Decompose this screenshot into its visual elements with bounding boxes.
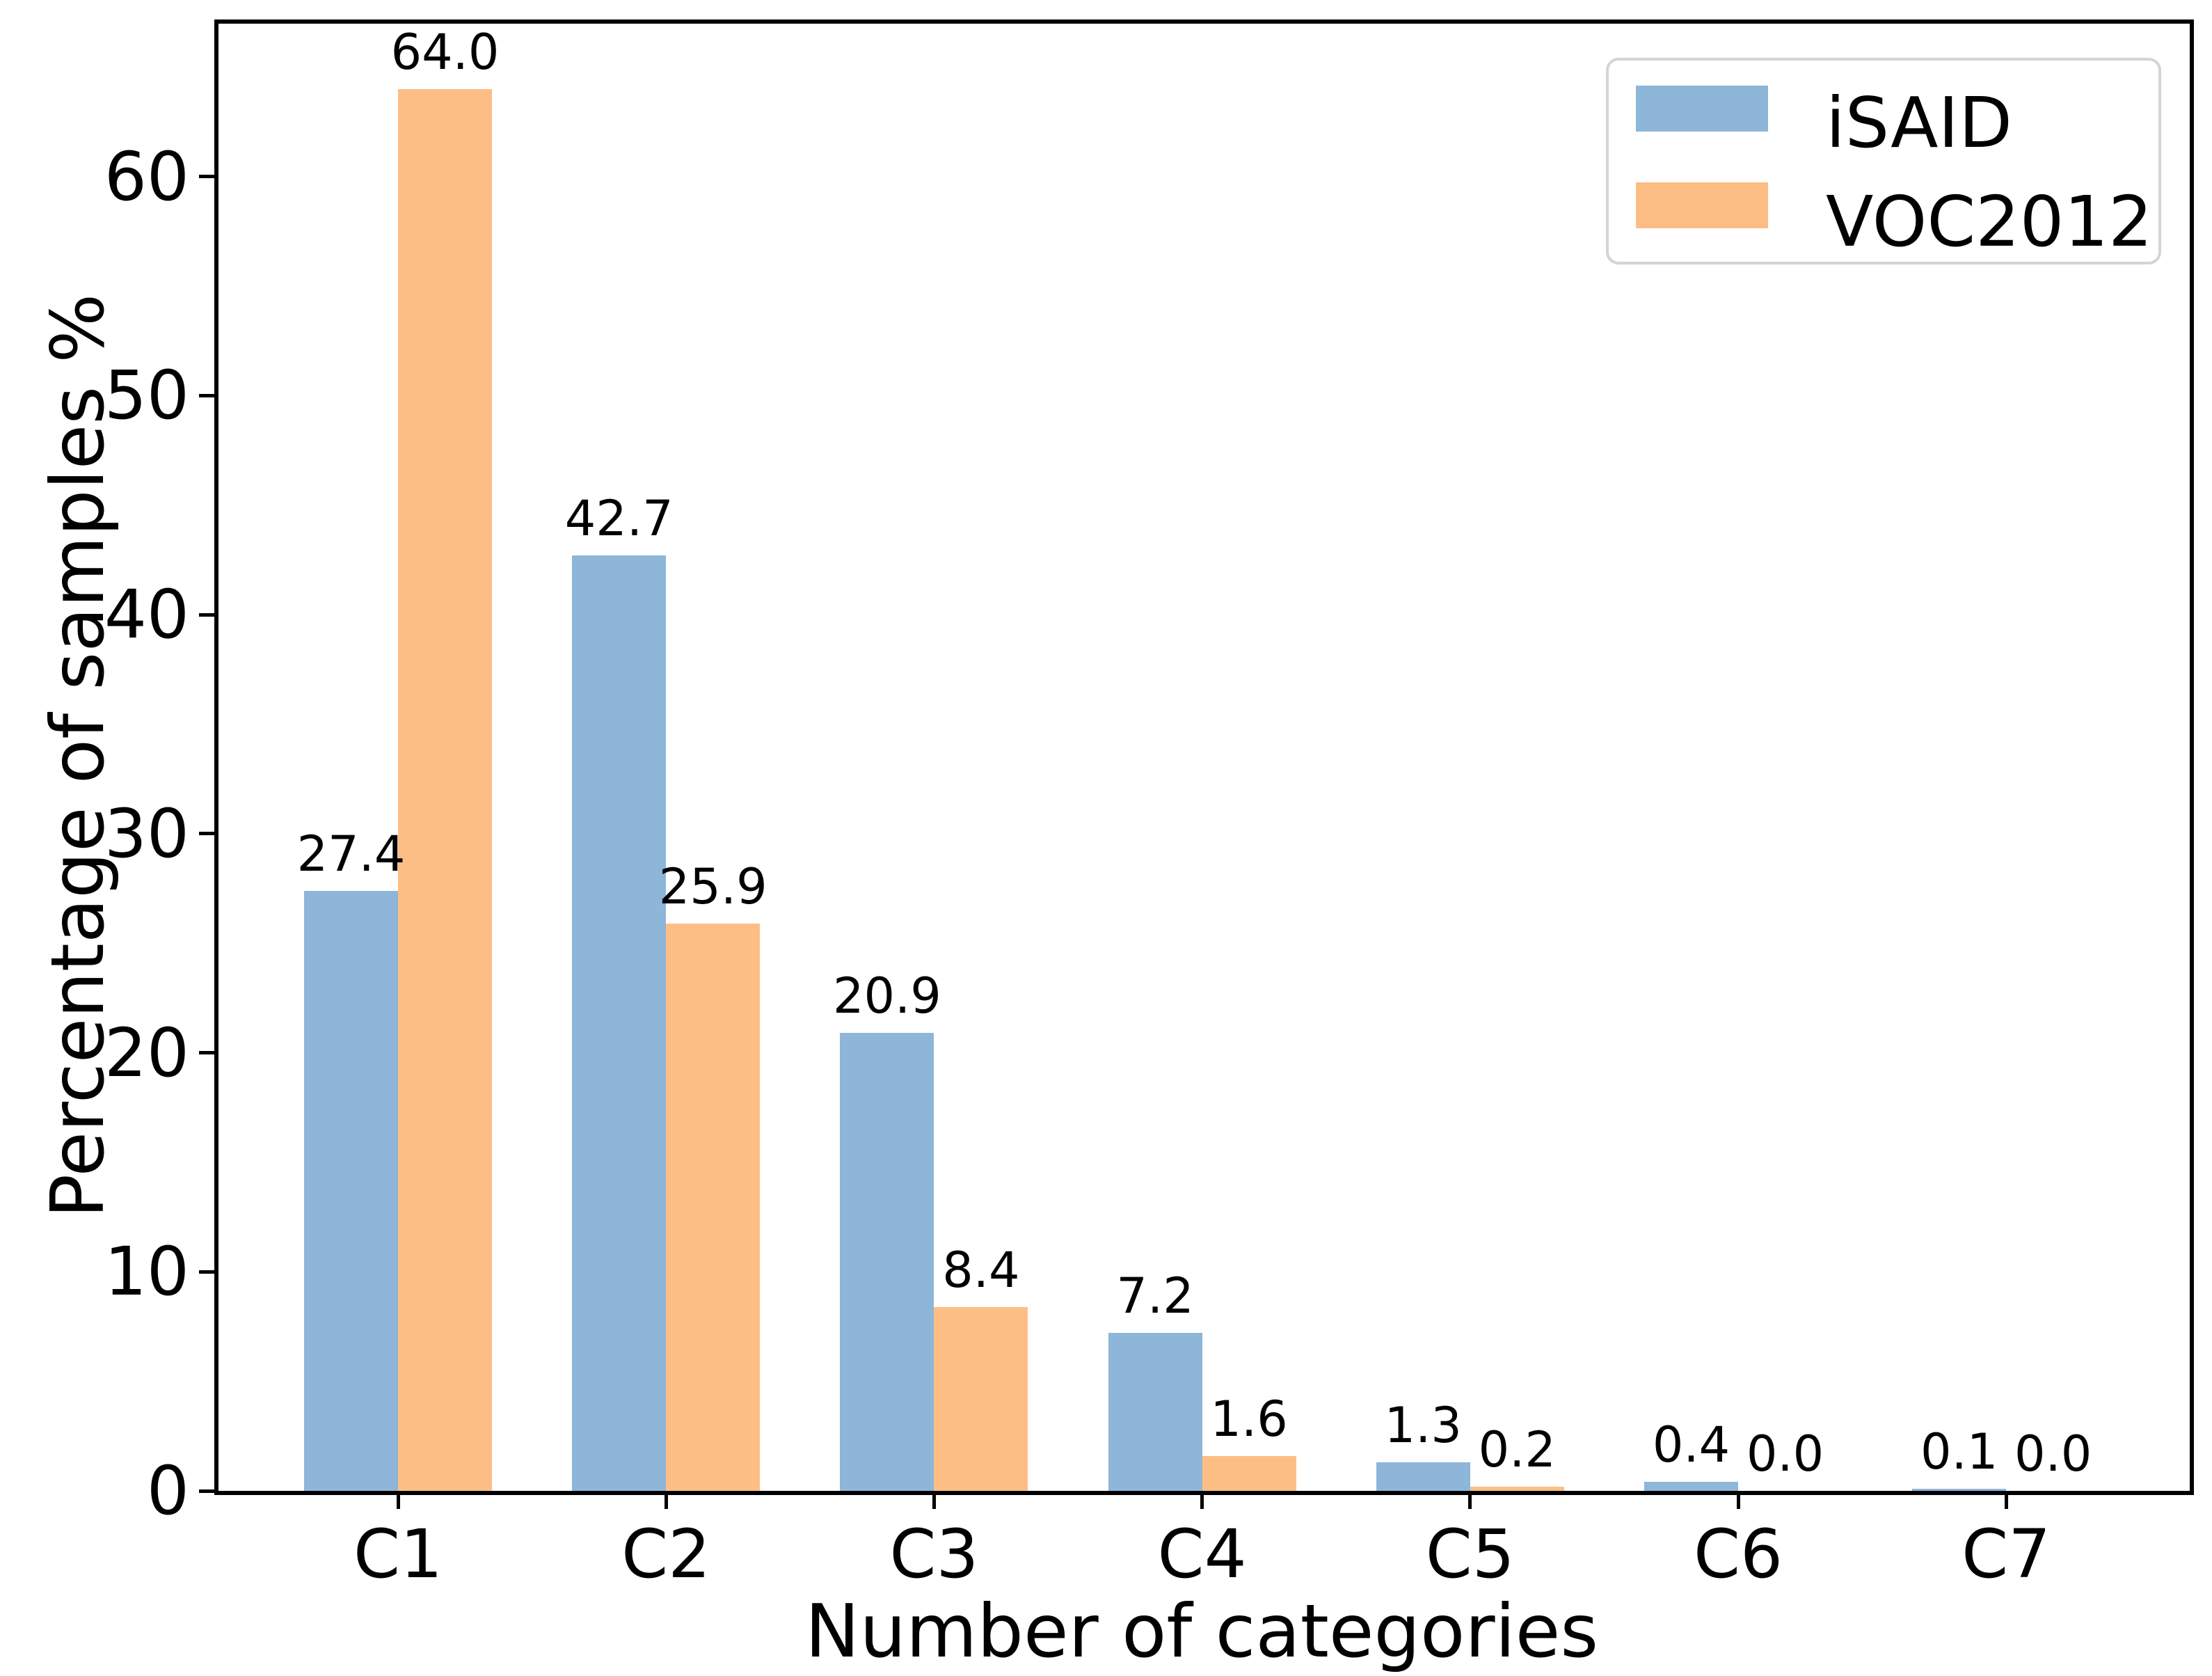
x-tick-label-c3: C3 [889, 1515, 979, 1593]
x-tick-c2 [664, 1495, 668, 1509]
value-label-isaid-c1: 27.4 [296, 825, 406, 883]
bar-voc2012-c4 [1202, 1455, 1296, 1491]
legend-label-voc2012: VOC2012 [1826, 181, 2153, 262]
y-tick-10 [199, 1270, 214, 1274]
y-tick-20 [199, 1051, 214, 1054]
y-tick-label-20: 20 [104, 1013, 189, 1092]
x-tick-label-c1: C1 [353, 1515, 443, 1593]
value-label-voc2012-c2: 25.9 [658, 857, 767, 915]
bar-voc2012-c5 [1470, 1486, 1564, 1491]
x-tick-c5 [1468, 1495, 1472, 1509]
value-label-voc2012-c5: 0.2 [1478, 1421, 1556, 1478]
value-label-isaid-c2: 42.7 [564, 490, 674, 548]
bar-isaid-c7 [1912, 1488, 2007, 1491]
x-tick-label-c5: C5 [1425, 1515, 1515, 1593]
value-label-voc2012-c4: 1.6 [1210, 1390, 1288, 1448]
x-tick-label-c7: C7 [1962, 1515, 2051, 1593]
x-tick-label-c6: C6 [1693, 1515, 1783, 1593]
y-tick-60 [199, 175, 214, 178]
bar-voc2012-c2 [666, 923, 761, 1491]
x-tick-c7 [2004, 1495, 2008, 1509]
y-tick-label-50: 50 [104, 356, 189, 435]
bar-voc2012-c1 [398, 88, 492, 1491]
y-tick-50 [199, 393, 214, 397]
plot-area [214, 19, 2194, 1495]
bar-isaid-c3 [840, 1033, 934, 1491]
value-label-voc2012-c1: 64.0 [390, 23, 500, 81]
value-label-voc2012-c3: 8.4 [942, 1241, 1020, 1299]
value-label-voc2012-c7: 0.0 [2014, 1425, 2092, 1483]
y-tick-label-10: 10 [104, 1233, 189, 1311]
bar-isaid-c4 [1108, 1333, 1202, 1491]
value-label-voc2012-c6: 0.0 [1746, 1425, 1824, 1483]
value-label-isaid-c6: 0.4 [1652, 1416, 1730, 1474]
x-axis-label: Number of categories [804, 1589, 1599, 1674]
x-tick-label-c2: C2 [621, 1515, 711, 1593]
bar-isaid-c1 [304, 890, 398, 1491]
x-tick-c6 [1736, 1495, 1740, 1509]
x-tick-c1 [396, 1495, 400, 1509]
legend-label-isaid: iSAID [1826, 82, 2013, 164]
y-tick-label-0: 0 [146, 1452, 189, 1530]
bar-isaid-c2 [572, 555, 667, 1491]
y-tick-label-60: 60 [104, 137, 189, 216]
y-tick-0 [199, 1489, 214, 1493]
value-label-isaid-c7: 0.1 [1920, 1423, 1998, 1480]
bar-voc2012-c3 [934, 1306, 1028, 1491]
bar-isaid-c5 [1376, 1462, 1470, 1491]
bar-isaid-c6 [1644, 1482, 1738, 1491]
y-tick-label-40: 40 [104, 576, 189, 654]
legend-swatch-voc2012 [1636, 182, 1768, 228]
legend-swatch-isaid [1636, 86, 1768, 132]
legend: iSAID VOC2012 [1606, 58, 2161, 264]
value-label-isaid-c3: 20.9 [832, 967, 941, 1025]
value-label-isaid-c5: 1.3 [1384, 1397, 1462, 1455]
x-tick-c4 [1200, 1495, 1204, 1509]
value-label-isaid-c4: 7.2 [1116, 1267, 1194, 1325]
x-tick-label-c4: C4 [1157, 1515, 1247, 1593]
y-tick-30 [199, 832, 214, 836]
y-tick-label-30: 30 [104, 794, 189, 873]
y-tick-40 [199, 612, 214, 617]
x-tick-c3 [932, 1495, 936, 1509]
